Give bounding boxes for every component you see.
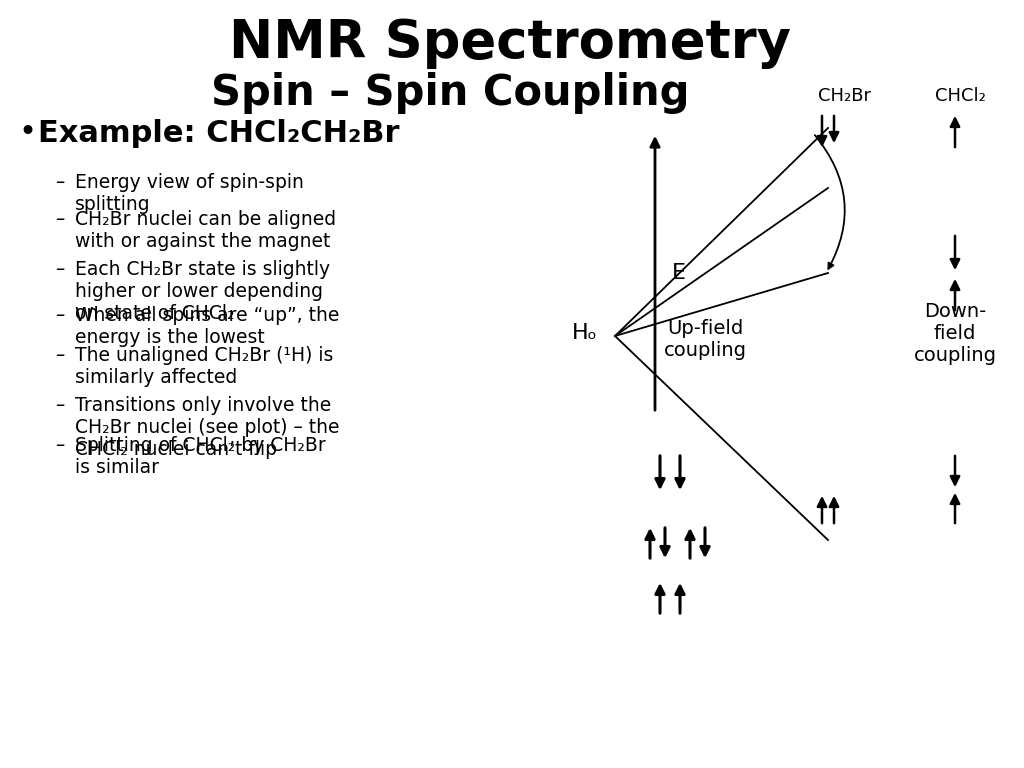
- Text: CH₂Br: CH₂Br: [818, 87, 871, 105]
- Text: Energy view of spin-spin
splitting: Energy view of spin-spin splitting: [75, 173, 304, 214]
- Text: The unaligned CH₂Br (¹H) is
similarly affected: The unaligned CH₂Br (¹H) is similarly af…: [75, 346, 334, 387]
- Text: E: E: [672, 263, 686, 283]
- Text: –: –: [55, 306, 65, 325]
- Text: CHCl₂: CHCl₂: [935, 87, 985, 105]
- Text: NMR Spectrometry: NMR Spectrometry: [229, 17, 791, 69]
- Text: –: –: [55, 436, 65, 455]
- Text: Transitions only involve the
CH₂Br nuclei (see plot) – the
CHCl₂ nuclei can’t fl: Transitions only involve the CH₂Br nucle…: [75, 396, 340, 459]
- Text: –: –: [55, 396, 65, 415]
- Text: When all spins are “up”, the
energy is the lowest: When all spins are “up”, the energy is t…: [75, 306, 339, 347]
- Text: Splitting of CHCl₂ by CH₂Br
is similar: Splitting of CHCl₂ by CH₂Br is similar: [75, 436, 326, 477]
- Text: •: •: [18, 118, 36, 147]
- Text: Down-
field
coupling: Down- field coupling: [913, 302, 996, 365]
- Text: –: –: [55, 173, 65, 192]
- Text: Spin – Spin Coupling: Spin – Spin Coupling: [211, 72, 689, 114]
- Text: Example: CHCl₂CH₂Br: Example: CHCl₂CH₂Br: [38, 118, 399, 147]
- Text: Up-field
coupling: Up-field coupling: [664, 319, 746, 360]
- Text: –: –: [55, 346, 65, 365]
- Text: Each CH₂Br state is slightly
higher or lower depending
on state of CHCl₂: Each CH₂Br state is slightly higher or l…: [75, 260, 330, 323]
- Text: –: –: [55, 210, 65, 229]
- Text: CH₂Br nuclei can be aligned
with or against the magnet: CH₂Br nuclei can be aligned with or agai…: [75, 210, 336, 251]
- Text: Hₒ: Hₒ: [572, 323, 598, 343]
- Text: –: –: [55, 260, 65, 279]
